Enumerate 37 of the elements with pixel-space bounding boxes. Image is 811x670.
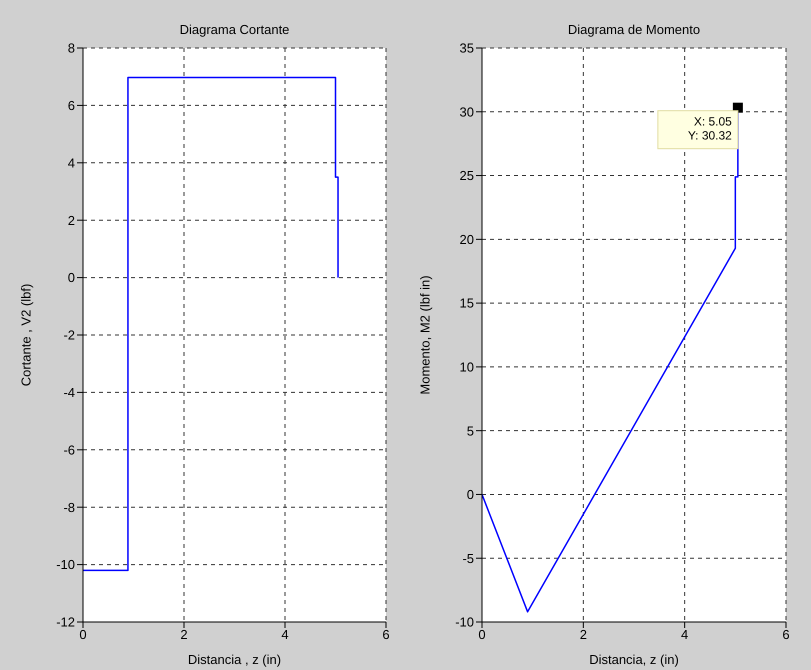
- y-tick-label: 2: [68, 212, 75, 228]
- y-tick-label: 10: [460, 360, 474, 375]
- y-tick-label: -5: [462, 550, 474, 566]
- x-tick-label: 6: [782, 627, 790, 642]
- y-tick-label: 0: [466, 487, 474, 502]
- y-tick-label: -4: [63, 385, 75, 400]
- y-tick-label: 35: [460, 40, 474, 56]
- y-axis-title: Momento, M2 (lbf in): [418, 275, 433, 395]
- y-tick-label: 15: [460, 296, 474, 311]
- x-tick-label: 2: [180, 627, 188, 642]
- y-tick-label: 6: [68, 98, 75, 114]
- chart-title: Diagrama de Momento: [566, 22, 702, 37]
- y-tick-label: 0: [68, 270, 75, 286]
- line-series: [83, 76, 339, 572]
- y-tick-label: -10: [56, 557, 75, 572]
- x-tick-label: 0: [478, 627, 486, 642]
- y-axis-title: Cortante , V2 (lbf): [18, 284, 34, 386]
- x-tick-label: 4: [281, 627, 289, 642]
- y-tick-label: 8: [68, 40, 75, 56]
- x-tick-label: 6: [382, 627, 390, 642]
- y-tick-label: 25: [460, 168, 474, 184]
- x-tick-label: 4: [681, 627, 688, 642]
- y-tick-label: 30: [460, 104, 474, 120]
- chart-title: Diagrama Cortante: [178, 22, 290, 37]
- y-tick-label: -2: [63, 328, 75, 343]
- y-tick-label: -8: [63, 500, 75, 515]
- y-tick-label: -10: [455, 614, 474, 630]
- y-tick-label: 5: [466, 423, 474, 438]
- x-tick-label: 2: [580, 627, 587, 642]
- x-tick-label: 0: [79, 627, 87, 642]
- y-tick-label: -12: [56, 614, 75, 630]
- y-tick-label: 20: [460, 232, 474, 247]
- annotation: X: 5.05 Y: 30.32: [688, 114, 732, 143]
- x-axis-title: Distancia , z (in): [188, 652, 282, 667]
- y-tick-label: 4: [68, 155, 75, 170]
- x-axis-title: Distancia, z (in): [589, 652, 679, 667]
- y-tick-label: -6: [63, 442, 75, 458]
